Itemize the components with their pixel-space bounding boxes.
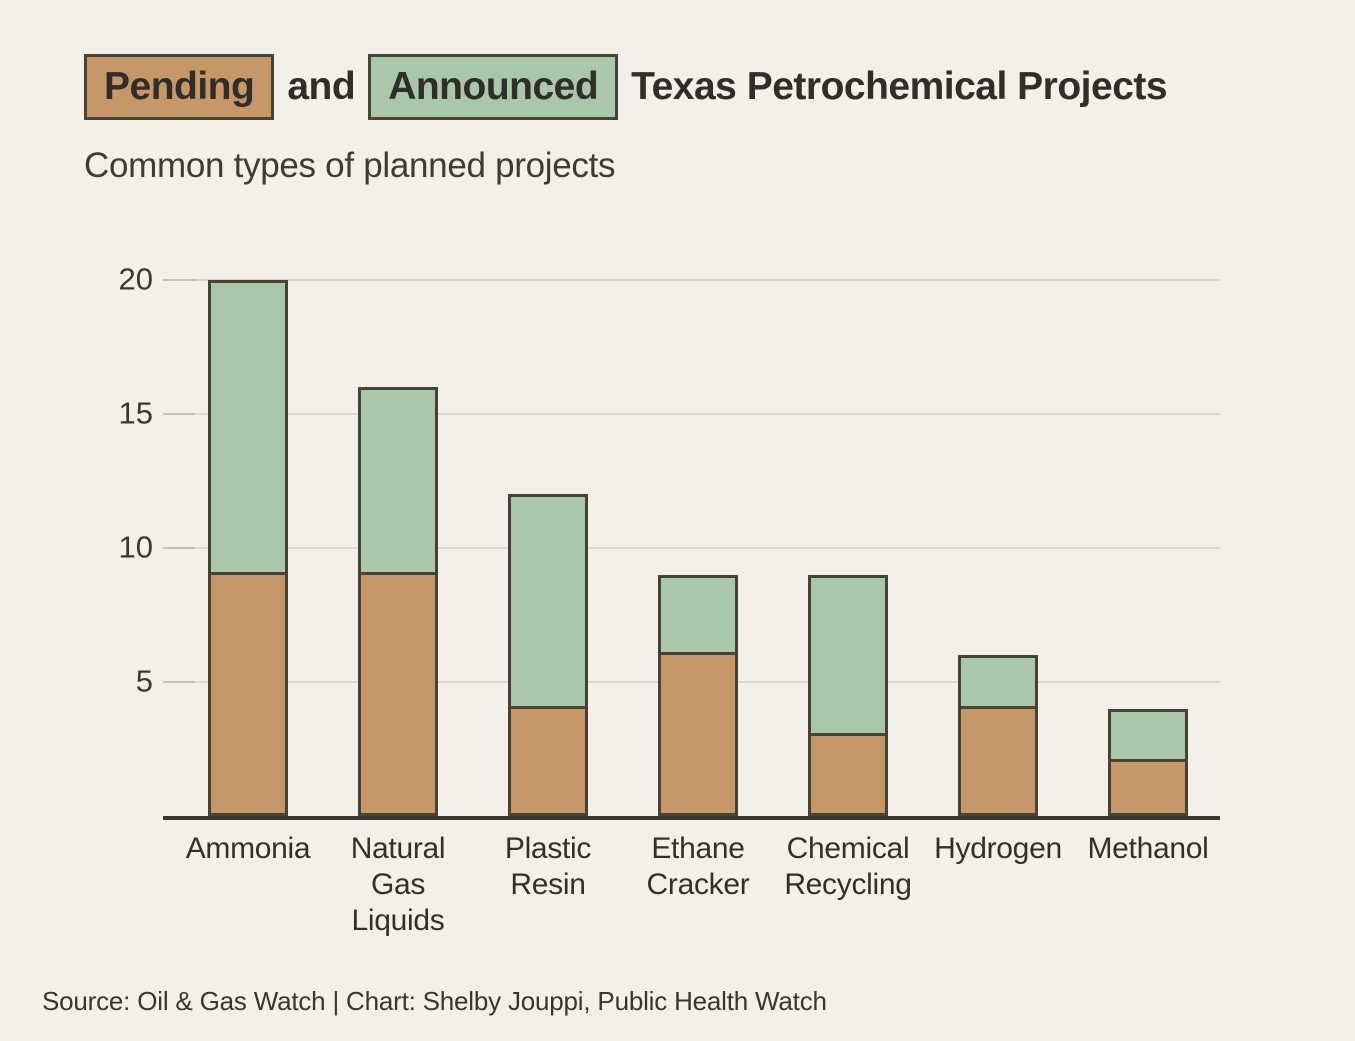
pending-segment-chemical-recycling <box>808 735 888 816</box>
bar-plastic-resin <box>508 494 588 816</box>
x-category-label-chemical-recycling: Chemical Recycling <box>784 832 912 901</box>
y-axis: 5 10 15 20 <box>60 261 153 816</box>
announced-segment-methanol <box>1108 708 1188 763</box>
bar-ethane-cracker <box>658 574 738 816</box>
y-tick-label-20: 20 <box>118 261 153 297</box>
bar-natural-gas-liquids <box>358 387 438 816</box>
pending-segment-ethane-cracker <box>658 655 738 816</box>
chart-header: Pending and Announced Texas Petrochemica… <box>84 54 1168 186</box>
tick-mark-15 <box>163 413 195 415</box>
x-category-label-methanol: Methanol <box>1087 832 1209 865</box>
pending-segment-plastic-resin <box>508 708 588 816</box>
x-category-label-hydrogen: Hydrogen <box>934 832 1062 865</box>
announced-segment-chemical-recycling <box>808 574 888 736</box>
chart-subtitle: Common types of planned projects <box>84 146 616 185</box>
x-axis: Ammonia Natural Gas Liquids Plastic Resin Etha… <box>163 831 1220 961</box>
gridline-10 <box>176 547 1220 549</box>
chart-title: Pending and Announced Texas Petrochemica… <box>84 54 1168 120</box>
announced-segment-natural-gas-liquids <box>358 387 438 575</box>
pending-segment-ammonia <box>208 574 288 816</box>
title-conjunction: and <box>287 65 356 108</box>
pending-segment-hydrogen <box>958 708 1038 816</box>
gridline-20 <box>176 279 1220 281</box>
announced-segment-ethane-cracker <box>658 574 738 656</box>
x-category-label-natural-gas-liquids: Natural Gas Liquids <box>350 832 446 937</box>
legend-announced-chip: Announced <box>368 54 619 120</box>
bar-hydrogen <box>958 655 1038 816</box>
y-tick-label-10: 10 <box>118 529 153 565</box>
tick-mark-20 <box>163 279 195 281</box>
y-tick-label-15: 15 <box>118 395 153 431</box>
tick-mark-5 <box>163 681 195 683</box>
announced-segment-hydrogen <box>958 655 1038 709</box>
plot-area <box>163 279 1220 820</box>
bar-methanol <box>1108 708 1188 816</box>
tick-mark-10 <box>163 547 195 549</box>
bar-ammonia <box>208 280 288 816</box>
x-category-label-ethane-cracker: Ethane Cracker <box>646 832 750 901</box>
x-category-label-plastic-resin: Plastic Resin <box>504 832 592 901</box>
title-remainder: Texas Petrochemical Projects <box>631 65 1168 108</box>
announced-segment-plastic-resin <box>508 494 588 709</box>
legend-pending-chip: Pending <box>84 54 275 120</box>
announced-segment-ammonia <box>208 280 288 575</box>
gridline-15 <box>176 413 1220 415</box>
pending-segment-methanol <box>1108 762 1188 816</box>
x-category-label-ammonia: Ammonia <box>185 832 311 865</box>
pending-segment-natural-gas-liquids <box>358 574 438 816</box>
source-credit: Source: Oil & Gas Watch | Chart: Shelby … <box>42 986 827 1016</box>
y-tick-label-5: 5 <box>135 663 153 699</box>
bar-chemical-recycling <box>808 574 888 816</box>
